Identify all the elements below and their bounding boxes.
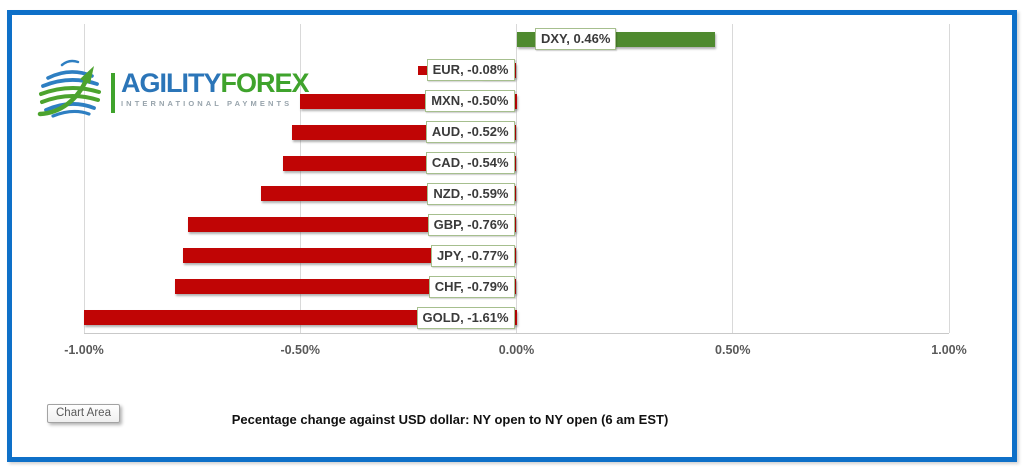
gridline xyxy=(732,24,734,333)
logo-tagline: INTERNATIONAL PAYMENTS xyxy=(121,99,293,108)
bar-gold[interactable] xyxy=(84,310,517,326)
gridline xyxy=(299,24,301,333)
data-label-jpy[interactable]: JPY, -0.77% xyxy=(430,244,515,267)
x-axis-tick-label: 1.00% xyxy=(931,343,967,357)
chart-caption: Pecentage change against USD dollar: NY … xyxy=(231,412,669,427)
gridline xyxy=(948,24,950,333)
logo-divider xyxy=(111,73,115,113)
data-label-cad[interactable]: CAD, -0.54% xyxy=(425,152,515,175)
legend-key-icon xyxy=(418,65,427,75)
logo-brand-secondary: FOREX xyxy=(220,68,310,98)
x-axis-tick-label: 0.00% xyxy=(498,343,535,357)
x-axis-line xyxy=(84,333,949,334)
chart-area-tooltip: Chart Area xyxy=(47,404,120,423)
x-axis-tick-label: -0.50% xyxy=(280,343,321,357)
gridline xyxy=(516,24,517,333)
x-axis-tick-label: 0.50% xyxy=(715,343,751,357)
data-label-nzd[interactable]: NZD, -0.59% xyxy=(427,182,515,205)
logo-text: AGILITYFOREX INTERNATIONAL PAYMENTS xyxy=(121,68,310,109)
data-label-chf[interactable]: CHF, -0.79% xyxy=(428,275,515,298)
data-label-aud[interactable]: AUD, -0.52% xyxy=(425,121,515,144)
agilityforex-logo: AGILITYFOREX INTERNATIONAL PAYMENTS xyxy=(36,56,310,122)
data-label-dxy[interactable]: DXY, 0.46% xyxy=(535,28,617,51)
globe-arrow-icon xyxy=(37,59,101,118)
x-axis-tick-label: -1.00% xyxy=(64,343,104,357)
logo-brand-primary: AGILITY xyxy=(121,68,221,98)
data-label-mxn[interactable]: MXN, -0.50% xyxy=(425,90,515,113)
chart-area[interactable] xyxy=(7,10,1017,462)
data-label-eur[interactable]: EUR, -0.08% xyxy=(426,59,515,82)
data-label-gold[interactable]: GOLD, -1.61% xyxy=(416,306,515,329)
gridline xyxy=(83,24,85,333)
data-label-gbp[interactable]: GBP, -0.76% xyxy=(427,213,515,236)
